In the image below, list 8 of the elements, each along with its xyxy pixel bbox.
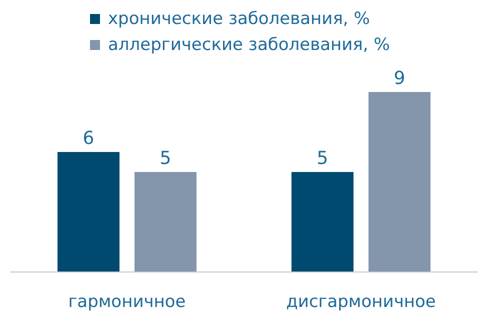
legend-label: аллергические заболевания, %	[108, 35, 390, 55]
x-tick-label: дисгармоничное	[286, 292, 436, 312]
x-tick-label: гармоничное	[68, 292, 186, 312]
data-label: 6	[82, 128, 94, 149]
data-label: 9	[394, 68, 406, 89]
data-label: 5	[160, 148, 172, 169]
data-label: 5	[316, 148, 328, 169]
legend-label: хронические заболевания, %	[108, 9, 370, 29]
